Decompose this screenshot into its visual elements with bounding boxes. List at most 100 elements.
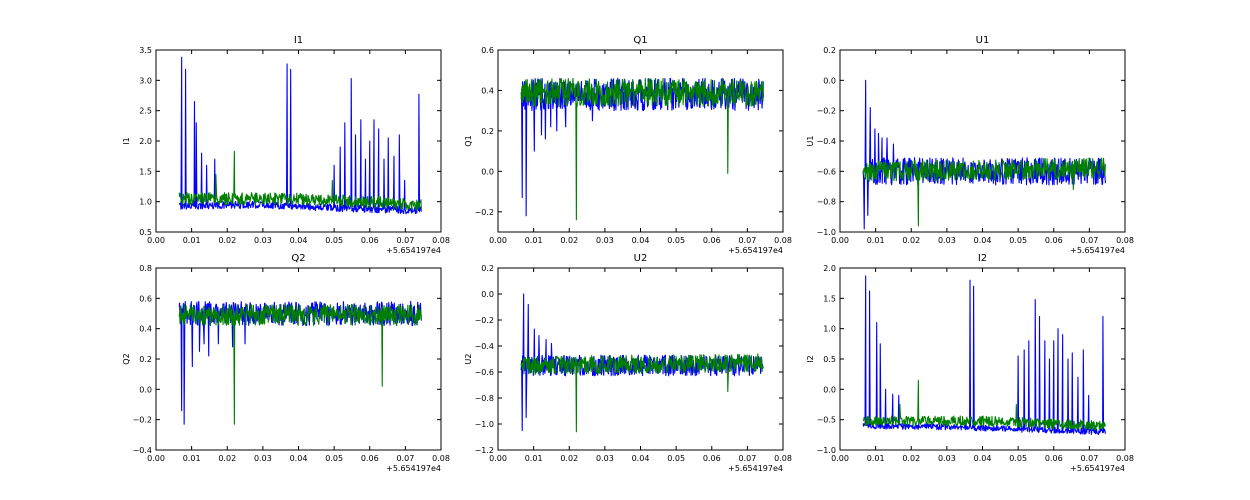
subplot-title: Q2 <box>291 253 305 264</box>
subplot-title: I2 <box>978 253 987 264</box>
x-tick-label: 0.05 <box>1009 236 1027 245</box>
y-tick-label: −0.6 <box>475 368 494 377</box>
y-tick-label: −0.2 <box>475 208 494 217</box>
x-tick-label: 0.03 <box>254 454 272 463</box>
subplot-title: Q1 <box>633 35 647 46</box>
y-tick-label: −0.2 <box>817 107 836 116</box>
y-tick-label: 1.0 <box>139 198 152 207</box>
x-tick-label: 0.08 <box>774 236 792 245</box>
y-axis-label: Q1 <box>464 135 473 146</box>
series-line-green <box>862 379 1106 431</box>
x-tick-label: 0.07 <box>738 454 756 463</box>
x-tick-label: 0.02 <box>560 454 578 463</box>
y-tick-label: 3.5 <box>139 46 152 55</box>
x-tick-label: 0.05 <box>325 236 343 245</box>
x-tick-label: 0.05 <box>325 454 343 463</box>
x-tick-label: 0.01 <box>183 236 201 245</box>
subplot-title: I1 <box>294 35 303 46</box>
x-offset-label: +5.654197e4 <box>1070 246 1125 255</box>
y-tick-label: −1.0 <box>817 228 836 237</box>
x-tick-label: 0.01 <box>525 236 543 245</box>
x-offset-label: +5.654197e4 <box>386 464 441 473</box>
x-tick-label: 0.01 <box>867 454 885 463</box>
y-tick-label: −1.0 <box>475 420 494 429</box>
x-tick-label: 0.08 <box>432 236 450 245</box>
x-tick-label: 0.04 <box>974 454 992 463</box>
y-axis-label: I1 <box>122 137 131 144</box>
y-tick-label: 0.0 <box>139 385 152 394</box>
series-line-green <box>520 353 764 433</box>
subplot-u2: 0.00 0.01 0.02 0.03 0.04 0.05 0.06 0.07 0.08 −1.2… <box>464 253 792 473</box>
x-tick-label: 0.01 <box>867 236 885 245</box>
y-tick-label: −0.8 <box>475 394 494 403</box>
y-tick-label: 0.2 <box>823 46 836 55</box>
y-tick-label: 0.0 <box>823 76 836 85</box>
x-tick-label: 0.02 <box>218 454 236 463</box>
x-tick-label: 0.00 <box>831 454 849 463</box>
y-tick-label: 0.8 <box>139 264 152 273</box>
y-tick-label: −0.4 <box>817 137 836 146</box>
y-tick-label: 0.5 <box>823 355 836 364</box>
x-offset-label: +5.654197e4 <box>1070 464 1125 473</box>
y-tick-label: 0.5 <box>139 228 152 237</box>
series-line-green <box>178 150 422 211</box>
series-line-green <box>520 77 764 221</box>
x-offset-label: +5.654197e4 <box>728 464 783 473</box>
y-tick-label: 0.0 <box>481 290 494 299</box>
x-tick-label: 0.02 <box>218 236 236 245</box>
series-line-blue <box>862 275 1106 436</box>
y-tick-label: 3.0 <box>139 76 152 85</box>
subplot-i1: 0.00 0.01 0.02 0.03 0.04 0.05 0.06 0.07 0.08 0.5 1… <box>122 35 450 255</box>
subplot-u1: 0.00 0.01 0.02 0.03 0.04 0.05 0.06 0.07 0.08 −1.0… <box>806 35 1134 255</box>
x-tick-label: 0.07 <box>738 236 756 245</box>
x-tick-label: 0.04 <box>974 236 992 245</box>
x-tick-label: 0.07 <box>1080 454 1098 463</box>
y-tick-label: −0.6 <box>817 167 836 176</box>
x-tick-label: 0.01 <box>183 454 201 463</box>
series-line-blue <box>520 77 764 217</box>
x-tick-label: 0.04 <box>632 454 650 463</box>
x-tick-label: 0.00 <box>147 236 165 245</box>
x-tick-label: 0.08 <box>1116 454 1134 463</box>
subplot-title: U1 <box>976 35 990 46</box>
x-tick-label: 0.03 <box>938 236 956 245</box>
y-tick-label: −0.4 <box>133 446 152 455</box>
y-tick-label: 1.0 <box>823 325 836 334</box>
x-tick-label: 0.08 <box>1116 236 1134 245</box>
x-tick-label: 0.00 <box>489 236 507 245</box>
y-tick-label: −0.4 <box>475 342 494 351</box>
x-tick-label: 0.04 <box>290 454 308 463</box>
x-tick-label: 0.02 <box>560 236 578 245</box>
series-line-green <box>178 303 422 425</box>
x-offset-label: +5.654197e4 <box>728 246 783 255</box>
x-tick-label: 0.05 <box>667 236 685 245</box>
x-tick-label: 0.00 <box>831 236 849 245</box>
x-tick-label: 0.04 <box>632 236 650 245</box>
y-axis-label: U1 <box>806 136 815 147</box>
y-tick-label: 0.6 <box>139 294 152 303</box>
subplot-q2: 0.00 0.01 0.02 0.03 0.04 0.05 0.06 0.07 0.08 −0.4… <box>122 253 450 473</box>
y-tick-label: −1.2 <box>475 446 494 455</box>
y-tick-label: 2.0 <box>823 264 836 273</box>
subplot-q1: 0.00 0.01 0.02 0.03 0.04 0.05 0.06 0.07 0.08 −0.2… <box>464 35 792 255</box>
y-tick-label: −0.2 <box>133 416 152 425</box>
y-axis-label: U2 <box>464 354 473 365</box>
x-tick-label: 0.05 <box>667 454 685 463</box>
y-tick-label: 0.4 <box>139 325 152 334</box>
x-tick-label: 0.08 <box>432 454 450 463</box>
x-tick-label: 0.07 <box>1080 236 1098 245</box>
y-tick-label: 0.0 <box>481 167 494 176</box>
y-tick-label: −0.5 <box>817 416 836 425</box>
y-tick-label: 1.5 <box>823 294 836 303</box>
x-tick-label: 0.07 <box>396 454 414 463</box>
x-tick-label: 0.08 <box>774 454 792 463</box>
y-tick-label: 0.0 <box>823 385 836 394</box>
x-tick-label: 0.06 <box>703 454 721 463</box>
y-tick-label: 2.5 <box>139 107 152 116</box>
subplot-title: U2 <box>634 253 648 264</box>
series-line-green <box>862 157 1106 227</box>
x-tick-label: 0.03 <box>254 236 272 245</box>
x-tick-label: 0.01 <box>525 454 543 463</box>
x-tick-label: 0.02 <box>902 454 920 463</box>
y-tick-label: −0.8 <box>817 198 836 207</box>
